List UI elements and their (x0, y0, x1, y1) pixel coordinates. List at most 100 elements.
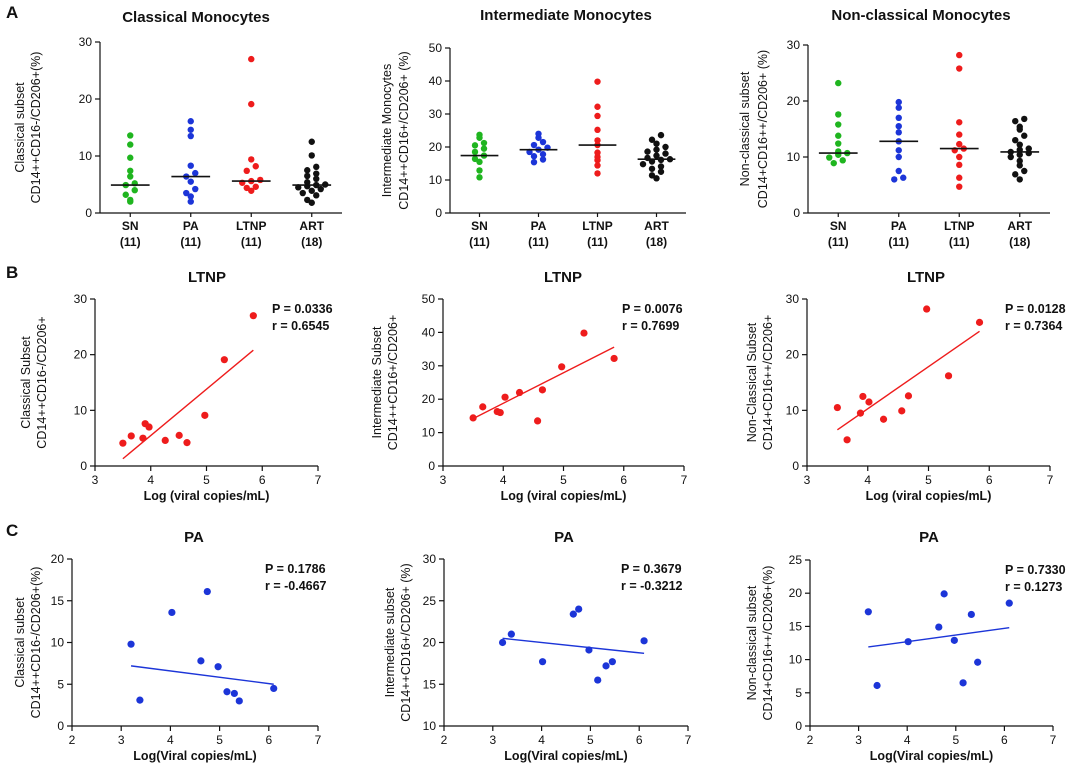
data-point (653, 140, 660, 147)
data-point (657, 131, 665, 139)
data-point (515, 388, 524, 397)
data-point (304, 172, 311, 180)
y-tick-label: 20 (786, 348, 800, 362)
y-tick-label: 0 (80, 459, 87, 473)
data-point (192, 185, 199, 193)
chart-c1: PA 0 5 10 15 20 Classical subset CD14++CD16-/CD… (13, 529, 327, 763)
data-point (895, 153, 902, 161)
x-tick-label: 7 (681, 473, 688, 487)
y-axis-label: Classical subset (13, 597, 27, 688)
panel-label-c: C (6, 521, 18, 540)
data-point (602, 662, 610, 670)
y-tick-label: 30 (422, 359, 436, 373)
y-axis-label: CD14+CD16++/CD206+ (761, 315, 775, 451)
data-point (498, 638, 507, 647)
y-tick-label: 10 (74, 403, 88, 417)
category-label: PA (183, 219, 199, 233)
data-point (944, 372, 953, 380)
data-point (161, 436, 169, 444)
chart-a2: Intermediate Monocytes 0 10 20 30 40 50 Interme… (380, 7, 686, 249)
data-point (653, 146, 660, 153)
x-tick-label: 3 (92, 473, 99, 487)
x-tick-label: 3 (118, 733, 125, 747)
data-point (539, 138, 547, 146)
y-tick-label: 10 (786, 403, 800, 417)
data-point (471, 148, 479, 156)
data-point (580, 329, 588, 337)
x-tick-label: 3 (804, 473, 811, 487)
data-point (127, 432, 135, 440)
data-point (1016, 126, 1023, 133)
data-point (203, 587, 211, 596)
data-point (119, 439, 127, 447)
x-tick-label: 4 (167, 733, 174, 747)
data-point (895, 123, 902, 130)
x-tick-label: 4 (538, 733, 545, 747)
data-point (313, 170, 320, 177)
y-axis-label: Non-classical subset (745, 585, 759, 700)
data-point (507, 630, 515, 638)
y-axis-label: CD14++CD16-/CD206+(%) (29, 567, 43, 719)
data-point (644, 148, 651, 155)
y-tick-label: 20 (789, 586, 803, 600)
x-tick-label: 4 (904, 733, 911, 747)
y-axis-label: CD14++CD16-/CD206+(%) (29, 52, 43, 204)
data-point (187, 162, 194, 169)
data-point (569, 610, 577, 618)
data-point (830, 159, 837, 167)
category-count: (11) (241, 235, 262, 249)
chart-a1: Classical Monocytes 0 10 20 30 Classical subs… (13, 9, 342, 249)
x-tick-label: 5 (952, 733, 959, 747)
data-point (145, 423, 153, 431)
y-tick-label: 5 (57, 677, 64, 691)
x-axis-label: Log (viral copies/mL) (144, 489, 270, 503)
y-tick-label: 50 (429, 41, 443, 55)
data-point (1007, 153, 1014, 161)
data-point (136, 696, 144, 704)
data-point (127, 640, 135, 648)
category-label: ART (644, 219, 669, 233)
data-point (270, 684, 278, 693)
data-point (956, 153, 963, 161)
data-point (535, 134, 542, 141)
data-point (895, 114, 902, 122)
chart-title: LTNP (544, 269, 582, 286)
data-point (530, 141, 538, 149)
data-point (1012, 171, 1019, 178)
data-point (648, 165, 656, 172)
data-point (1021, 115, 1028, 123)
x-tick-label: 5 (587, 733, 594, 747)
x-tick-label: 2 (441, 733, 448, 747)
data-point (539, 156, 547, 163)
y-axis-label: Classical Subset (19, 336, 33, 429)
x-tick-label: 3 (855, 733, 862, 747)
y-axis-label: CD14++CD16-/CD206+ (35, 316, 49, 448)
category-label: PA (891, 219, 907, 233)
p-value-label: P = 0.3679 (621, 562, 682, 576)
y-tick-label: 20 (79, 92, 93, 106)
chart-title: Intermediate Monocytes (480, 7, 652, 24)
y-tick-label: 5 (795, 686, 802, 700)
data-point (833, 403, 841, 412)
y-tick-label: 0 (795, 719, 802, 733)
category-count: (18) (646, 235, 667, 249)
data-point (956, 119, 963, 126)
data-point (653, 175, 660, 182)
data-point (197, 657, 205, 665)
data-point (187, 118, 194, 125)
y-axis-label: CD14++CD16+/CD206+ (386, 315, 400, 451)
r-value-label: r = 0.6545 (272, 319, 329, 333)
data-point (839, 157, 846, 164)
x-tick-label: 3 (440, 473, 447, 487)
y-tick-label: 0 (85, 206, 92, 220)
data-point (898, 407, 906, 415)
x-tick-label: 7 (1050, 733, 1057, 747)
data-point (923, 305, 931, 313)
y-tick-label: 10 (79, 149, 93, 163)
data-point (895, 129, 902, 136)
category-count: (11) (469, 235, 490, 249)
y-tick-label: 40 (429, 74, 443, 88)
data-point (859, 392, 867, 401)
data-point (639, 160, 647, 168)
